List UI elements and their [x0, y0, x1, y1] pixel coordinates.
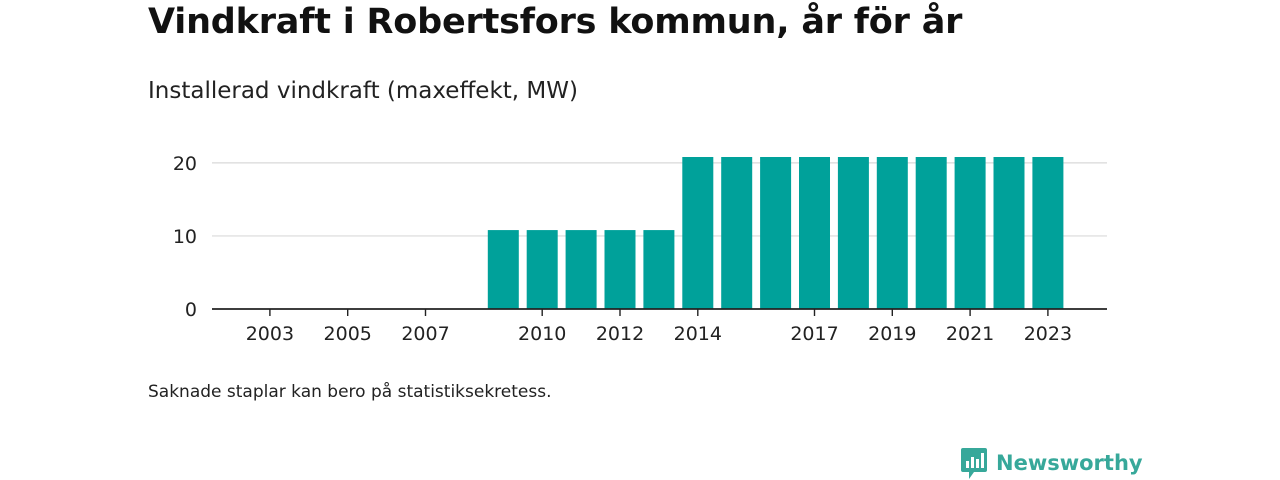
x-tick-label-2017: 2017 — [790, 323, 838, 345]
bar-2012 — [604, 230, 636, 309]
bar-2017 — [799, 157, 830, 309]
bar-2015 — [721, 157, 753, 309]
bar-2009 — [487, 230, 519, 309]
bar-2010 — [526, 230, 558, 309]
x-tick-label-2012: 2012 — [596, 323, 644, 345]
x-tick-label-2007: 2007 — [401, 323, 449, 345]
bar-2023 — [1032, 157, 1064, 309]
x-tick-label-2003: 2003 — [246, 323, 294, 345]
chart-subtitle: Installerad vindkraft (maxeffekt, MW) — [148, 78, 578, 104]
y-axis-labels: 0 10 20 — [173, 153, 197, 321]
footnote: Saknade staplar kan bero på statistiksek… — [148, 382, 552, 402]
bar-2020 — [915, 157, 947, 309]
x-axis: 2003 2005 2007 2010 2012 2014 2017 2019 2021 2023 — [212, 308, 1107, 345]
bar-2016 — [760, 157, 792, 309]
bar-2021 — [954, 157, 986, 309]
x-tick-label-2019: 2019 — [868, 323, 916, 345]
bar-2022 — [993, 157, 1025, 309]
bar-2011 — [565, 230, 597, 309]
bars — [487, 157, 1064, 309]
bar-2013 — [643, 230, 675, 309]
y-tick-label-20: 20 — [173, 153, 197, 175]
x-tick-label-2021: 2021 — [946, 323, 994, 345]
x-tick-label-2023: 2023 — [1024, 323, 1072, 345]
chart-title: Vindkraft i Robertsfors kommun, år för å… — [148, 2, 963, 42]
bar-2014 — [682, 157, 714, 309]
brand-name: Newsworthy — [996, 451, 1143, 475]
y-tick-label-0: 0 — [185, 299, 197, 321]
bar-2018 — [837, 157, 869, 309]
newsworthy-logo-icon — [961, 448, 987, 479]
bar-2019 — [876, 157, 908, 309]
y-tick-label-10: 10 — [173, 226, 197, 248]
x-tick-label-2010: 2010 — [518, 323, 566, 345]
x-tick-label-2014: 2014 — [674, 323, 722, 345]
x-tick-label-2005: 2005 — [324, 323, 372, 345]
brand-logo: Newsworthy — [960, 446, 1143, 480]
